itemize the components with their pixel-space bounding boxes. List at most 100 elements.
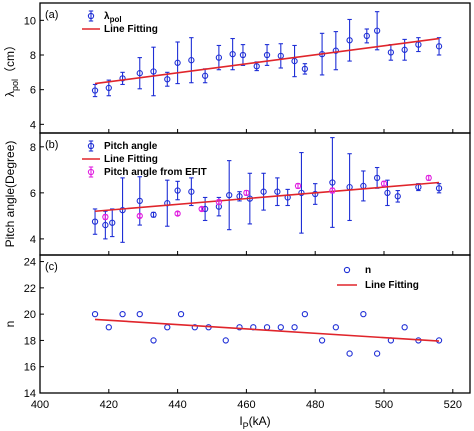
series--pol-point [229, 50, 236, 58]
series-pitch-angle-point [201, 205, 209, 213]
series-n-point [164, 324, 171, 331]
y-tick-label: 24 [24, 257, 36, 269]
series-n-point [105, 324, 112, 331]
series--pol-point [401, 46, 408, 53]
series-n-point [373, 350, 381, 357]
legend-label: Pitch angle [104, 141, 158, 152]
series-pitch-angle-point [298, 189, 305, 196]
series-pitch-angle-point [384, 189, 391, 196]
y-axis-label: Pitch angle(Degree) [3, 141, 17, 248]
series-pitch-angle-point [329, 179, 336, 186]
y-tick-label: 6 [30, 188, 36, 200]
series-n-point [301, 310, 309, 318]
legend-label: Line Fitting [104, 24, 158, 35]
series--pol-point [201, 72, 209, 79]
series-n-point [360, 310, 367, 318]
series-pitch-angle-point [136, 197, 143, 205]
series--pol-point [263, 51, 271, 59]
series-pitch-angle-point [394, 193, 401, 200]
series-pitch-angle-from-efit-point [294, 182, 302, 190]
series--pol-point [435, 43, 443, 50]
series-n-point [318, 337, 326, 344]
series-n-point [191, 324, 198, 331]
y-tick-label: 20 [24, 309, 36, 321]
series-pitch-angle-point [373, 174, 381, 182]
series-pitch-angle-point [226, 192, 233, 199]
y-tick-label: 4 [30, 119, 36, 131]
series-pitch-angle-point [119, 206, 126, 214]
series-n-point [136, 310, 143, 318]
series-pitch-angle-point [174, 187, 181, 194]
series--pol-point [174, 59, 181, 66]
series--pol-point [346, 37, 353, 44]
series-pitch-angle-point [150, 211, 157, 218]
panel-c: 14 16 18 20 22 24 (c) n Line Fitting n [3, 254, 471, 400]
series-line-fitting-line [94, 318, 440, 342]
series--pol-point [188, 57, 195, 64]
series-n-point [291, 324, 298, 331]
series--pol-point [301, 65, 309, 73]
panel-label: (c) [45, 261, 58, 273]
legend-marker-swatch [87, 168, 95, 176]
series-n-point [222, 337, 229, 344]
y-tick-label: 10 [24, 15, 36, 27]
series--pol-point [332, 47, 339, 54]
series--pol-point [291, 57, 298, 65]
series-pitch-angle-point [260, 188, 267, 195]
series-pitch-angle-point [102, 221, 109, 229]
series-pitch-angle-point [312, 190, 319, 198]
series-pitch-angle-from-efit-point [136, 212, 143, 220]
series--pol-point [91, 87, 99, 94]
series-pitch-angle-from-efit-point [380, 180, 388, 187]
x-tick-label: 420 [100, 399, 118, 411]
series--pol-point [105, 84, 112, 92]
series-n-point [119, 310, 126, 318]
series-pitch-angle-from-efit-point [174, 210, 181, 217]
series-n-point [150, 337, 157, 344]
series-pitch-angle-from-efit-point [215, 198, 223, 206]
series--pol-point [119, 75, 126, 82]
legend-marker-swatch [87, 12, 95, 20]
series-line-fitting-line [94, 181, 440, 213]
x-tick-label: 400 [31, 399, 49, 411]
series-n-point [332, 324, 339, 331]
y-axis-label: n [3, 321, 17, 328]
series-pitch-angle-from-efit-point [243, 189, 250, 196]
legend-label: n [365, 265, 371, 276]
x-tick-label: 440 [168, 399, 186, 411]
series-n-point [236, 324, 243, 331]
series-line-fitting-line [94, 37, 440, 85]
series-pitch-angle-point [274, 188, 281, 195]
y-tick-label: 14 [24, 388, 36, 400]
legend-label: λpol [104, 11, 122, 24]
series-n-point [177, 310, 185, 318]
series-pitch-angle-point [188, 188, 195, 195]
x-tick-label: 460 [237, 399, 255, 411]
series-n-point [401, 324, 408, 331]
series-pitch-angle-from-efit-point [329, 187, 336, 194]
y-tick-label: 18 [24, 335, 36, 347]
y-tick-label: 4 [30, 234, 36, 246]
x-tick-label: 500 [375, 399, 393, 411]
series--pol-point [136, 70, 143, 77]
series-n-point [277, 324, 284, 331]
legend-label: Line Fitting [365, 280, 419, 291]
legend-marker-swatch [87, 142, 95, 150]
series--pol-point [253, 63, 260, 70]
legend: n Line Fitting [337, 265, 419, 291]
panel-label: (b) [45, 139, 58, 151]
legend-label: Pitch angle from EFIT [104, 167, 207, 178]
series--pol-point [363, 32, 370, 40]
series--pol-point [387, 49, 395, 56]
panel-label: (a) [45, 9, 58, 21]
x-axis-label: IP(kA) [239, 414, 270, 431]
series--pol-point [150, 68, 157, 75]
series--pol-point [164, 76, 171, 83]
legend-marker-swatch [343, 266, 351, 274]
series--pol-point [239, 51, 247, 59]
y-tick-label: 6 [30, 85, 36, 97]
series-pitch-angle-from-efit-point [425, 174, 432, 182]
